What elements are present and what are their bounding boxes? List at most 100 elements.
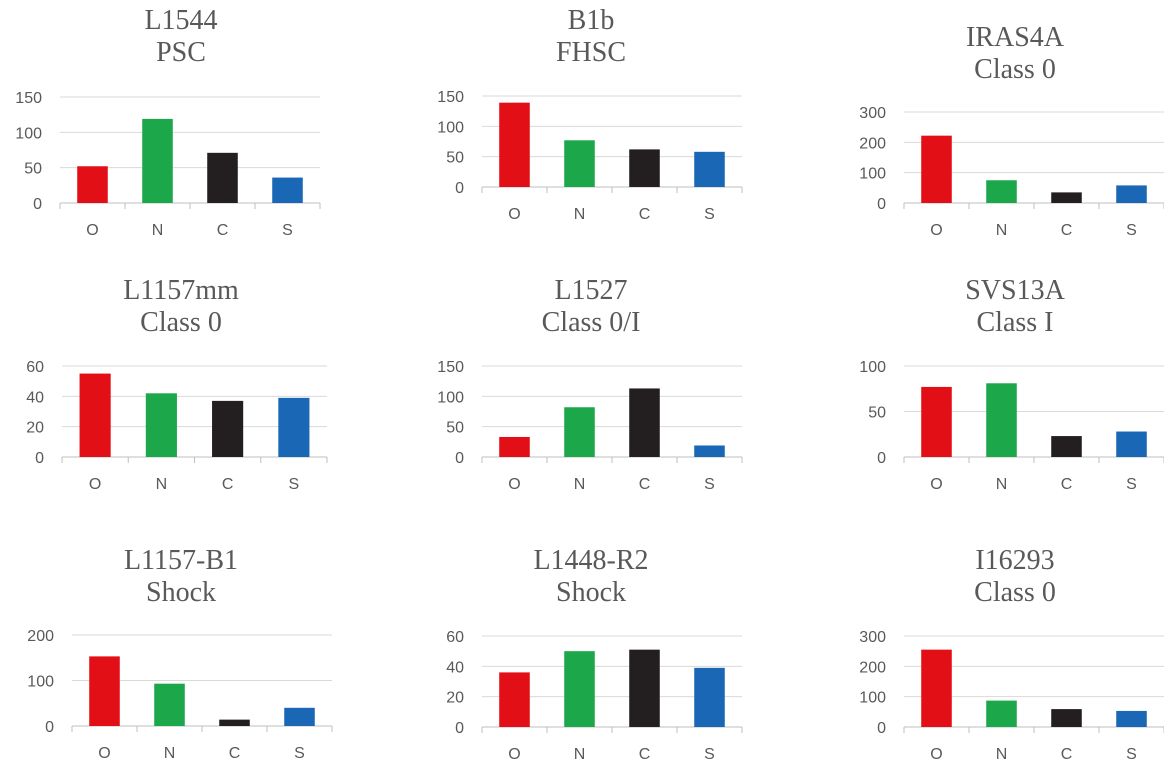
x-tick-label: S: [289, 476, 300, 493]
bar-C: [1051, 436, 1082, 457]
x-tick-label: C: [639, 476, 651, 493]
bar-O: [499, 436, 530, 457]
y-tick-label: 300: [859, 105, 886, 122]
x-tick-label: C: [639, 206, 651, 223]
x-tick-label: N: [574, 746, 586, 762]
bar-chart: 0 50 100 150 O N C S: [437, 359, 743, 493]
bar-N: [154, 683, 185, 726]
bar-C: [629, 649, 660, 727]
chart-title-line1: L1448-R2: [533, 545, 649, 576]
bar-S: [278, 397, 310, 457]
x-tick-label: S: [704, 746, 715, 762]
y-tick-label: 40: [26, 389, 44, 406]
x-tick-label: O: [930, 476, 942, 493]
chart-title-line1: I16293: [975, 545, 1055, 576]
chart-title-line2: FHSC: [555, 37, 627, 68]
bar-S: [284, 707, 315, 726]
bar-S: [1116, 185, 1147, 203]
x-tick-label: N: [996, 476, 1008, 493]
bar-S: [1116, 710, 1147, 727]
bar-chart: 0 100 200 300 O N C S: [859, 105, 1164, 239]
chart-panel-2: IRAS4A Class 0 0 100 200 300 O N C S: [830, 0, 1164, 250]
y-tick-label: 0: [455, 180, 464, 197]
chart-title: I16293 Class 0: [850, 545, 1164, 609]
chart-title-line2: Shock: [146, 577, 216, 608]
x-tick-label: S: [282, 222, 293, 239]
chart-panel-0: L1544 PSC 0 50 100 150 O N C S: [0, 0, 340, 250]
bar-O: [921, 386, 952, 457]
x-tick-label: N: [152, 222, 164, 239]
x-tick-label: O: [930, 222, 942, 239]
x-tick-label: N: [164, 745, 176, 762]
x-tick-label: S: [704, 476, 715, 493]
x-tick-label: O: [930, 746, 942, 762]
bar-C: [207, 152, 238, 203]
y-tick-label: 100: [15, 125, 42, 142]
y-tick-label: 100: [437, 389, 464, 406]
x-tick-label: O: [508, 206, 520, 223]
y-tick-label: 50: [446, 150, 464, 167]
chart-title-line2: Class 0: [974, 54, 1056, 85]
bar-chart: 0 50 100 O N C S: [859, 359, 1164, 493]
y-tick-label: 60: [446, 629, 464, 646]
y-tick-label: 50: [446, 420, 464, 437]
chart-title-line1: L1157-B1: [123, 545, 239, 576]
chart-panel-5: SVS13A Class I 0 50 100 O N C S: [830, 270, 1164, 520]
bar-N: [564, 140, 595, 187]
chart-title-line1: L1527: [554, 275, 628, 306]
x-tick-label: O: [86, 222, 98, 239]
y-tick-label: 150: [437, 359, 464, 376]
bar-O: [921, 135, 952, 203]
x-tick-label: C: [229, 745, 241, 762]
y-tick-label: 0: [877, 196, 886, 213]
x-tick-label: S: [704, 206, 715, 223]
x-tick-label: O: [508, 746, 520, 762]
chart-title-line1: L1157mm: [123, 275, 239, 306]
bar-N: [986, 700, 1017, 727]
chart-title-line2: Class 0: [974, 577, 1056, 608]
bar-C: [629, 388, 660, 457]
chart-title-line2: Class 0/I: [541, 307, 641, 338]
x-tick-label: O: [508, 476, 520, 493]
x-tick-label: C: [222, 476, 234, 493]
y-tick-label: 100: [27, 674, 54, 691]
bar-S: [694, 667, 725, 727]
x-tick-label: C: [1061, 476, 1073, 493]
x-tick-label: S: [1126, 476, 1137, 493]
chart-title-line1: SVS13A: [965, 275, 1065, 306]
y-tick-label: 100: [859, 359, 886, 376]
bar-chart: 0 50 100 150 O N C S: [437, 89, 743, 223]
bar-O: [77, 166, 108, 203]
y-tick-label: 200: [27, 628, 54, 645]
x-tick-label: S: [1126, 222, 1137, 239]
bar-chart: 0 20 40 60 O N C S: [446, 629, 743, 762]
y-tick-label: 0: [35, 450, 44, 467]
chart-title: L1527 Class 0/I: [430, 275, 752, 339]
y-tick-label: 200: [859, 659, 886, 676]
bar-chart: 0 20 40 60 O N C S: [26, 359, 328, 493]
bar-chart: 0 50 100 150 O N C S: [15, 90, 321, 239]
y-tick-label: 20: [26, 420, 44, 437]
y-tick-label: 150: [437, 89, 464, 106]
bar-N: [564, 651, 595, 727]
bar-S: [694, 151, 725, 187]
chart-title: SVS13A Class I: [850, 275, 1164, 339]
chart-title-line2: Class 0: [140, 307, 222, 338]
chart-title: B1b FHSC: [430, 5, 752, 69]
x-tick-label: C: [1061, 222, 1073, 239]
y-tick-label: 0: [455, 720, 464, 737]
y-tick-label: 0: [877, 720, 886, 737]
chart-title: L1157-B1 Shock: [16, 545, 346, 609]
chart-title: L1448-R2 Shock: [430, 545, 752, 609]
bar-N: [145, 393, 177, 457]
x-tick-label: C: [217, 222, 229, 239]
chart-title: L1157mm Class 0: [16, 275, 346, 339]
x-tick-label: N: [574, 206, 586, 223]
y-tick-label: 40: [446, 659, 464, 676]
y-tick-label: 50: [24, 161, 42, 178]
bar-S: [1116, 431, 1147, 457]
chart-panel-3: L1157mm Class 0 0 20 40 60 O N C S: [0, 270, 340, 520]
chart-title-line2: Class I: [976, 307, 1054, 338]
bar-S: [272, 177, 303, 203]
bar-N: [986, 383, 1017, 457]
